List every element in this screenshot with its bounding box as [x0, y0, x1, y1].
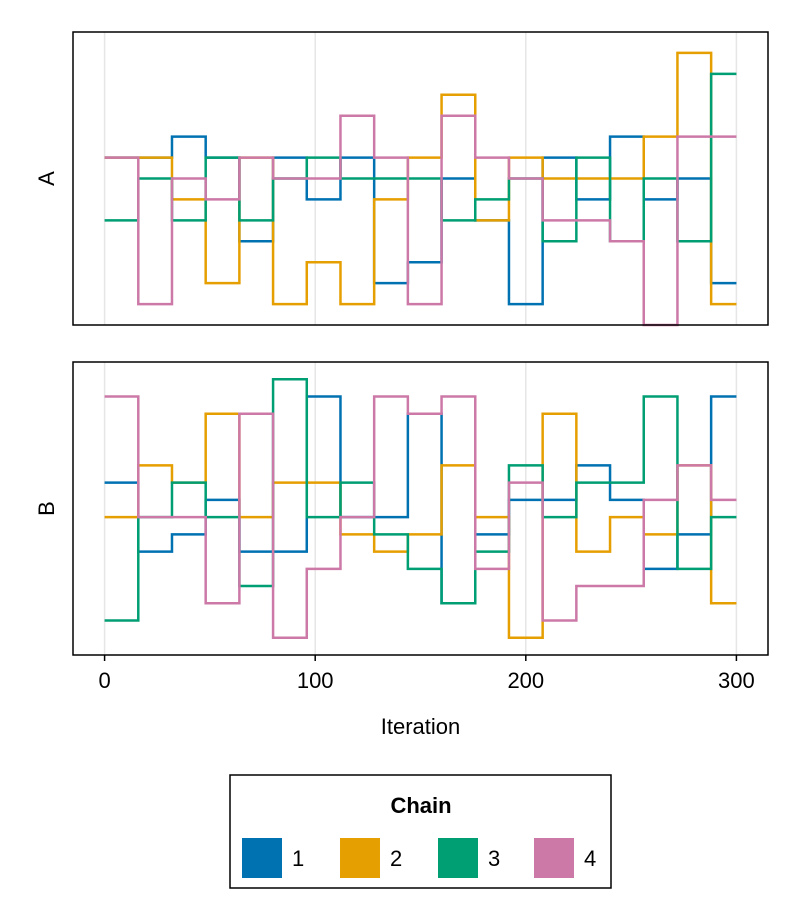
x-tick-label: 300 — [718, 668, 755, 693]
legend-swatch-4 — [534, 838, 574, 878]
series-line-chain-2 — [104, 412, 737, 640]
legend-label-4: 4 — [584, 846, 596, 871]
series-line-chain-1 — [104, 395, 737, 605]
x-axis-label: Iteration — [381, 714, 461, 739]
legend-swatch-3 — [438, 838, 478, 878]
legend-swatch-1 — [242, 838, 282, 878]
legend-swatch-2 — [340, 838, 380, 878]
panel-frame — [72, 361, 769, 656]
series-line-chain-4 — [104, 114, 737, 327]
x-tick-label: 0 — [98, 668, 110, 693]
legend-title: Chain — [390, 793, 451, 818]
y-axis-label: B — [34, 501, 59, 516]
series-line-chain-4 — [104, 395, 737, 640]
x-tick-label: 100 — [297, 668, 334, 693]
legend-label-2: 2 — [390, 846, 402, 871]
legend-label-3: 3 — [488, 846, 500, 871]
legend-box — [229, 774, 612, 889]
x-tick-label: 200 — [507, 668, 544, 693]
y-axis-label: A — [34, 171, 59, 186]
panel-frame — [72, 31, 769, 326]
legend-label-1: 1 — [292, 846, 304, 871]
